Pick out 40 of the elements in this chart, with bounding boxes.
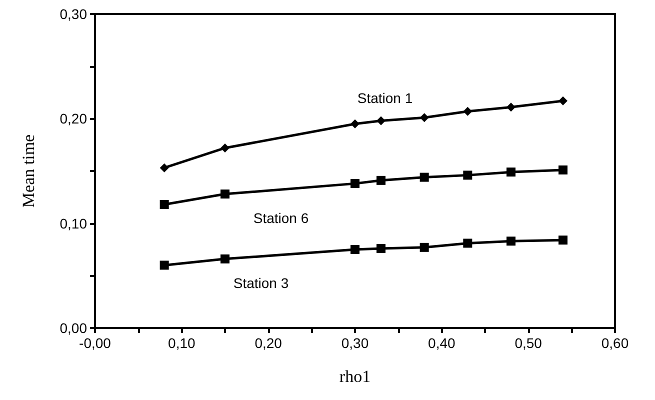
x-axis-title: rho1 [339,367,371,386]
point [463,238,472,248]
point [463,170,472,180]
point [160,200,169,209]
x-tick-label: 0,20 [254,335,282,351]
point [350,179,360,188]
point [463,106,472,116]
y-axis-title: Mean time [19,134,38,208]
point [420,172,429,182]
point [376,116,386,126]
point [558,236,568,245]
x-tick-label: 0,30 [341,335,369,351]
point [376,176,386,185]
series-label: Station 1 [357,90,413,106]
x-tick-label: 0,50 [514,335,542,351]
y-tick-label: 0,00 [60,320,88,336]
point [220,254,230,264]
point [160,260,169,270]
point [506,102,516,112]
point [558,96,568,106]
y-tick-label: 0,10 [60,215,88,232]
point [506,236,516,246]
point [160,163,169,172]
y-tick-label: 0,30 [60,6,88,22]
point [420,242,429,252]
series-label: Station 6 [253,210,309,226]
point [420,113,429,122]
x-tick-label: 0,10 [168,335,196,351]
x-tick-label: 0,40 [428,335,456,351]
point [350,119,360,128]
point [220,190,230,199]
y-tick-label: 0,20 [60,110,88,127]
point [376,244,386,253]
point [350,245,360,254]
x-tick-label: -0,00 [79,335,112,351]
x-tick-label: 0,60 [601,335,629,351]
point [558,165,568,174]
point [220,143,230,152]
series-label: Station 3 [233,274,289,291]
point [506,168,516,177]
